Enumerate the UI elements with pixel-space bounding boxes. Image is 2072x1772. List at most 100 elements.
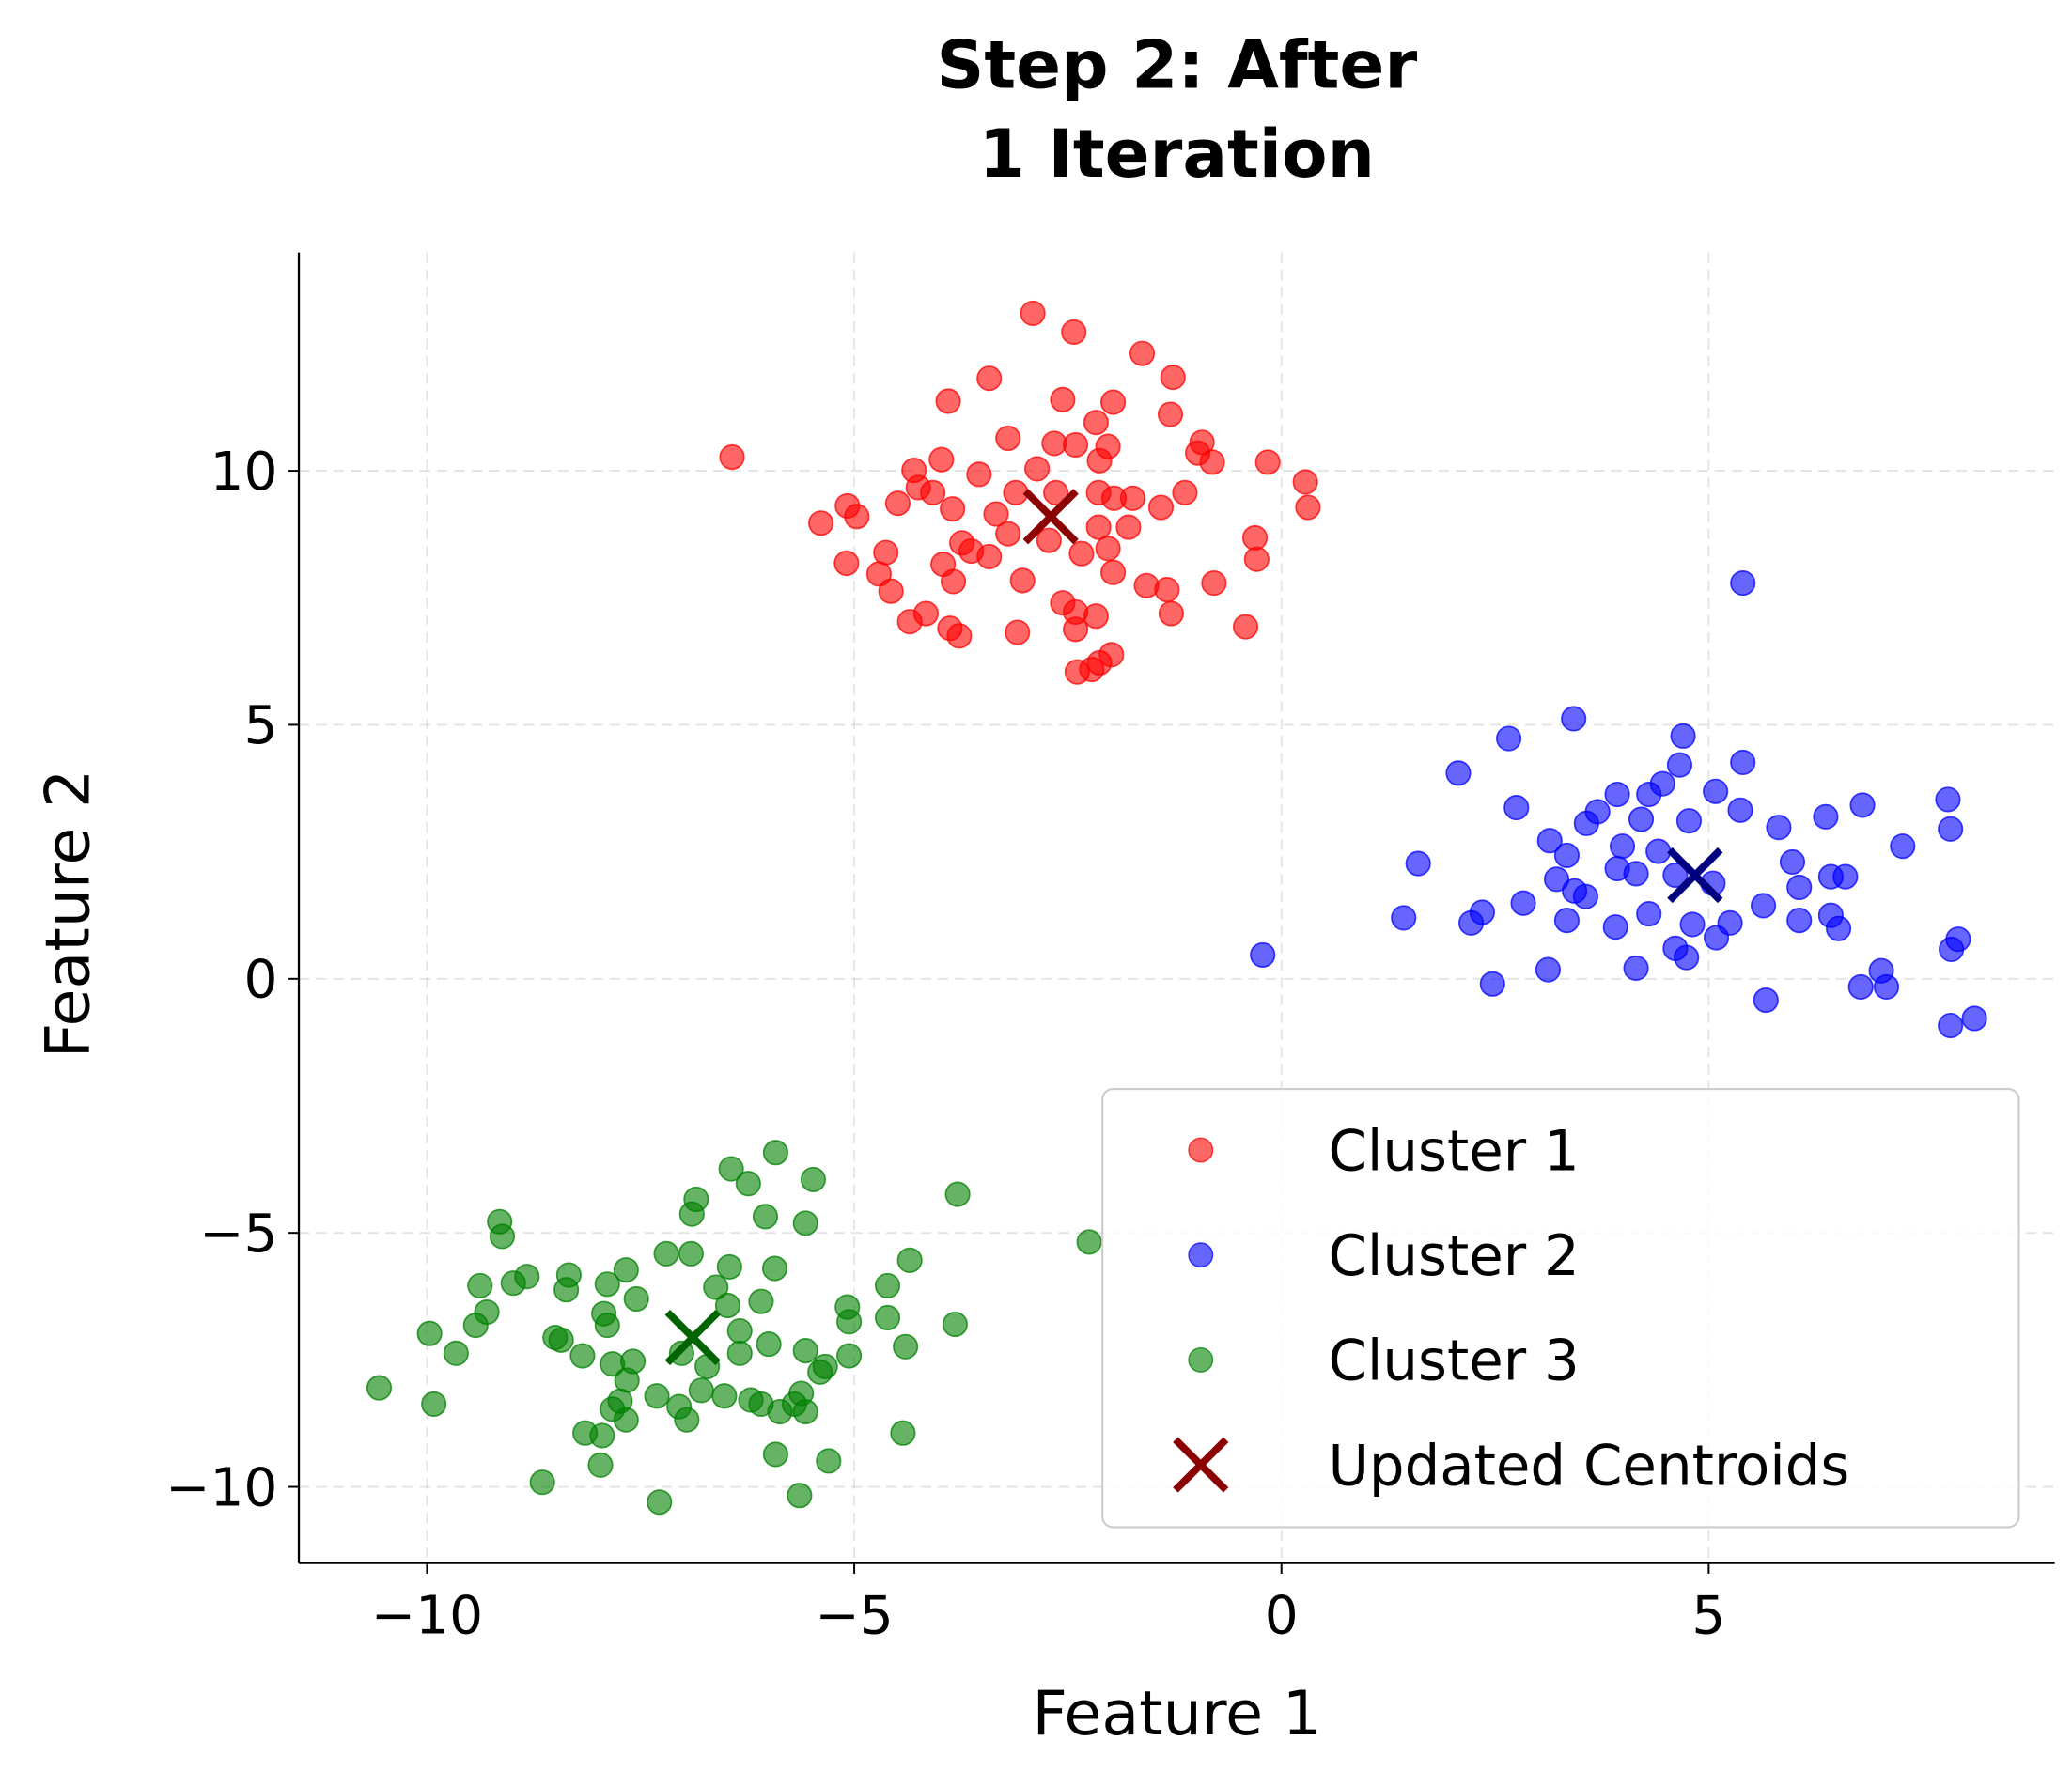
cluster-2-point (1536, 828, 1563, 854)
cluster-3-point (748, 1288, 774, 1314)
cluster-2-point (1945, 926, 1971, 953)
cluster-3-point (613, 1257, 639, 1283)
cluster-1-point (1119, 485, 1146, 511)
cluster-3-point (500, 1270, 526, 1297)
cluster-1-point (884, 490, 911, 517)
y-tick-label: −10 (165, 1457, 277, 1518)
cluster-1-point (878, 578, 904, 604)
cluster-1-point (1085, 479, 1112, 505)
cluster-2-point (1938, 1012, 1964, 1039)
cluster-2-point (1890, 833, 1916, 860)
legend-label: Cluster 2 (1328, 1223, 1579, 1288)
cluster-1-point (1100, 389, 1127, 415)
cluster-3-point (529, 1469, 555, 1496)
cluster-2-point (1849, 792, 1876, 818)
cluster-3-point (553, 1277, 580, 1303)
y-tick-label: 0 (243, 950, 277, 1011)
cluster-3-point (836, 1309, 863, 1335)
cluster-1-point (928, 446, 955, 473)
cluster-2-point (1250, 941, 1276, 968)
cluster-1-point (896, 609, 923, 635)
cluster-3-point (600, 1351, 626, 1377)
cluster-1-point (995, 521, 1021, 547)
legend-label: Cluster 1 (1328, 1118, 1579, 1183)
cluster-2-point (1503, 795, 1530, 821)
cluster-3-point (674, 1407, 700, 1433)
centroid-x-icon (1667, 847, 1723, 904)
cluster-1-point (1100, 559, 1127, 585)
cluster-3-point (874, 1304, 901, 1331)
x-tick-label: 0 (1265, 1586, 1299, 1647)
cluster-2-point (1636, 901, 1662, 927)
cluster-1-point (940, 496, 966, 522)
cluster-2-point (1553, 842, 1580, 868)
cluster-3-point (792, 1338, 818, 1364)
cluster-3-point (767, 1398, 793, 1425)
cluster-2-point (1730, 570, 1756, 597)
cluster-1-point (1232, 614, 1259, 640)
cluster-3-point (443, 1340, 469, 1366)
cluster-2-point (1445, 760, 1472, 786)
legend-box (1101, 1087, 2020, 1529)
cluster-1-point (1063, 616, 1089, 643)
x-tick-label: −5 (815, 1586, 893, 1647)
cluster-3-point (421, 1391, 447, 1417)
cluster-1-point (995, 425, 1021, 452)
cluster-2-point (1645, 838, 1672, 864)
cluster-2-point (1573, 810, 1599, 836)
cluster-3-point (896, 1247, 923, 1273)
cluster-3-point (762, 1140, 788, 1166)
cluster-2-point (1717, 909, 1743, 936)
cluster-3-point (942, 1311, 968, 1338)
cluster-2-point (1604, 781, 1630, 808)
cluster-3-point (489, 1223, 516, 1250)
cluster-1-point (940, 568, 967, 595)
cluster-3-point (792, 1210, 818, 1236)
cluster-1-point (1063, 431, 1089, 459)
cluster-2-point (1832, 863, 1859, 890)
cluster-1-point (1086, 649, 1113, 676)
cluster-3-point (688, 1377, 714, 1404)
cluster-1-point (1160, 365, 1186, 391)
cluster-1-point (1172, 479, 1198, 505)
cluster-1-point (1050, 386, 1076, 412)
cluster-1-point (719, 443, 745, 471)
cluster-2-point (1961, 1005, 1987, 1032)
cluster-2-point (1602, 914, 1628, 940)
cluster-2-point (1666, 752, 1693, 778)
cluster-3-point (647, 1489, 673, 1516)
cluster-3-point (807, 1359, 833, 1385)
cluster-1-point (1086, 447, 1113, 474)
cluster-3-point (874, 1272, 901, 1298)
cluster-2-point (1826, 915, 1852, 941)
cluster-2-point (1479, 971, 1505, 997)
cluster-2-point (1458, 909, 1485, 936)
cluster-3-point (816, 1448, 842, 1474)
x-axis-label: Feature 1 (1033, 1679, 1322, 1749)
cluster-1-point (865, 561, 893, 587)
cluster-2-point (1543, 866, 1570, 893)
cluster-1-point (1158, 600, 1184, 627)
x-tick-label: 5 (1691, 1586, 1725, 1647)
cluster-1-point (966, 461, 992, 488)
legend-marker (1188, 1346, 1214, 1373)
cluster-1-point (844, 504, 870, 530)
cluster-3-point (462, 1313, 489, 1339)
cluster-3-point (548, 1327, 574, 1353)
cluster-3-point (761, 1255, 788, 1282)
cluster-1-point (1241, 524, 1269, 552)
centroid-x-icon (1022, 489, 1079, 545)
cluster-2-point (1405, 850, 1431, 877)
cluster-3-point (836, 1343, 863, 1369)
cluster-2-point (1553, 908, 1580, 934)
cluster-1-point (1043, 479, 1069, 505)
cluster-1-point (920, 479, 946, 505)
cluster-3-point (711, 1383, 738, 1409)
cluster-2-point (1935, 786, 1961, 813)
cluster-3-point (613, 1407, 639, 1433)
cluster-3-point (787, 1483, 813, 1509)
cluster-2-point (1786, 908, 1813, 934)
cluster-3-point (589, 1422, 615, 1449)
cluster-3-point (726, 1340, 753, 1366)
cluster-2-point (1703, 778, 1729, 804)
